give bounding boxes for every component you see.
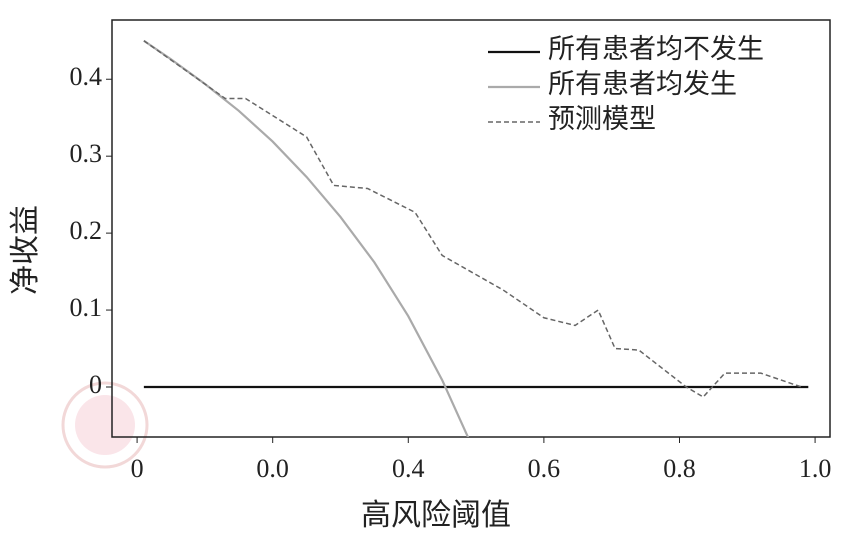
y-tick-label: 0.4 bbox=[70, 62, 103, 91]
series-line bbox=[143, 40, 802, 398]
x-tick-label: 0 bbox=[131, 454, 144, 483]
y-axis-label: 净收益 bbox=[9, 205, 42, 295]
legend-label: 所有患者均发生 bbox=[548, 69, 737, 99]
y-tick-label: 0.1 bbox=[70, 293, 103, 322]
x-tick-label: 0.6 bbox=[528, 454, 561, 483]
y-tick-label: 0.2 bbox=[70, 216, 103, 245]
legend-label: 所有患者均不发生 bbox=[548, 34, 764, 64]
series-line bbox=[143, 39, 470, 437]
legend-label: 预测模型 bbox=[548, 104, 656, 134]
x-axis-label: 高风险阈值 bbox=[361, 499, 511, 532]
x-tick-label: 0.0 bbox=[256, 454, 289, 483]
plot-area bbox=[143, 39, 809, 437]
plot-frame bbox=[111, 19, 831, 438]
x-tick-label: 1.0 bbox=[799, 454, 832, 483]
y-tick-label: 0.3 bbox=[70, 139, 103, 168]
x-tick-label: 0.4 bbox=[392, 454, 425, 483]
y-tick-label: 0 bbox=[89, 370, 102, 399]
watermark bbox=[61, 381, 149, 469]
x-tick-label: 0.8 bbox=[663, 454, 696, 483]
